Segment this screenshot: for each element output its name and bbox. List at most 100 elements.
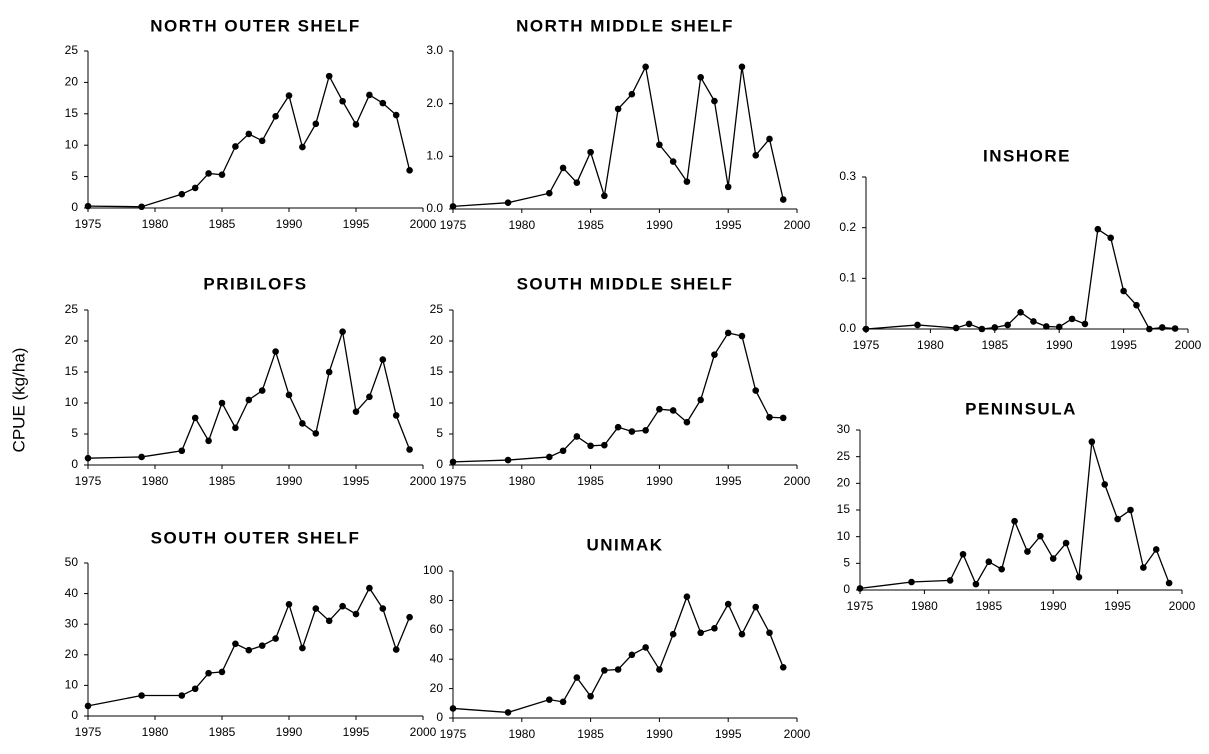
x-tick-label: 2000	[410, 217, 437, 231]
y-tick-label: 40	[65, 586, 79, 600]
data-point	[366, 584, 373, 592]
x-tick-label: 2000	[784, 218, 811, 232]
y-tick-label: 20	[430, 681, 444, 695]
x-tick-label: 1980	[508, 474, 535, 488]
data-point	[1101, 481, 1109, 488]
y-tick-label: 20	[430, 333, 444, 347]
x-tick-label: 1980	[508, 727, 535, 741]
data-point	[628, 90, 636, 98]
panel-title: NORTH MIDDLE SHELF	[516, 16, 734, 35]
data-point	[985, 558, 993, 566]
x-tick-label: 1980	[508, 218, 535, 232]
data-point	[392, 111, 400, 119]
x-tick-label: 1975	[75, 725, 102, 739]
data-point	[908, 578, 915, 586]
y-tick-label: 15	[430, 364, 444, 378]
data-point	[1081, 320, 1089, 328]
data-point	[1088, 438, 1096, 446]
x-tick-label: 1980	[917, 338, 944, 352]
data-point	[587, 148, 594, 156]
data-point	[1049, 555, 1057, 562]
x-tick-label: 2000	[1169, 599, 1196, 613]
x-tick-label: 1975	[853, 338, 880, 352]
data-point	[325, 368, 333, 376]
data-point	[352, 610, 360, 618]
data-point	[205, 437, 212, 445]
data-point	[998, 565, 1005, 573]
x-tick-label: 1995	[1104, 599, 1131, 613]
x-tick-label: 1990	[646, 218, 673, 232]
x-tick-label: 1975	[440, 218, 467, 232]
y-tick-label: 0.3	[839, 169, 856, 183]
y-tick-label: 10	[430, 395, 444, 409]
data-point	[779, 663, 787, 671]
data-point	[449, 203, 457, 210]
data-point	[546, 696, 553, 703]
data-point	[642, 63, 649, 71]
data-point	[697, 396, 704, 404]
x-tick-label: 1995	[1110, 338, 1137, 352]
y-axis-label: CPUE (kg/ha)	[9, 348, 28, 453]
data-point	[245, 646, 253, 654]
data-point	[991, 324, 999, 331]
data-point	[339, 602, 346, 610]
data-point	[232, 640, 239, 648]
data-point	[752, 387, 760, 394]
data-point	[559, 447, 567, 455]
data-point	[178, 447, 186, 455]
x-tick-label: 1995	[343, 217, 370, 231]
data-point	[573, 179, 581, 186]
data-point	[614, 105, 622, 113]
data-point	[312, 430, 320, 437]
data-point	[205, 669, 212, 677]
data-point	[697, 629, 704, 637]
data-point	[258, 642, 266, 649]
data-point	[724, 600, 732, 608]
data-point	[178, 190, 186, 198]
data-point	[191, 184, 199, 192]
data-point	[1133, 301, 1140, 309]
y-tick-label: 30	[65, 616, 79, 630]
data-point	[339, 97, 346, 105]
data-point	[914, 321, 921, 329]
data-point	[245, 396, 253, 404]
data-point	[1127, 506, 1134, 514]
x-tick-label: 2000	[1175, 338, 1202, 352]
x-tick-label: 1990	[276, 725, 303, 739]
y-tick-label: 100	[423, 563, 443, 577]
data-point	[232, 143, 239, 150]
data-point	[1158, 324, 1166, 331]
data-point	[299, 644, 306, 652]
data-point	[449, 705, 457, 712]
data-point	[392, 646, 400, 653]
data-point	[366, 91, 373, 99]
data-point	[724, 329, 732, 337]
y-tick-label: 25	[65, 43, 79, 57]
data-point	[379, 605, 387, 612]
data-point	[406, 613, 413, 621]
x-tick-label: 1975	[75, 217, 102, 231]
data-point	[1030, 318, 1037, 325]
x-tick-label: 1990	[1040, 599, 1067, 613]
x-tick-label: 1985	[975, 599, 1002, 613]
data-point	[738, 630, 746, 638]
data-point	[1094, 225, 1102, 233]
data-point	[325, 72, 333, 80]
data-point	[559, 698, 567, 706]
x-tick-label: 1975	[440, 727, 467, 741]
x-tick-label: 1980	[142, 474, 169, 488]
y-tick-label: 0.2	[839, 220, 856, 234]
data-point	[642, 644, 649, 651]
data-point	[1120, 287, 1127, 295]
data-point	[1043, 323, 1050, 330]
data-point	[738, 63, 746, 71]
data-point	[285, 601, 293, 608]
data-point	[258, 387, 266, 394]
y-tick-label: 0	[71, 457, 78, 471]
data-point	[325, 617, 333, 625]
data-point	[683, 178, 691, 185]
data-point	[218, 399, 226, 407]
panel-title: PENINSULA	[965, 399, 1077, 418]
data-point	[504, 199, 512, 206]
data-point	[738, 332, 746, 340]
